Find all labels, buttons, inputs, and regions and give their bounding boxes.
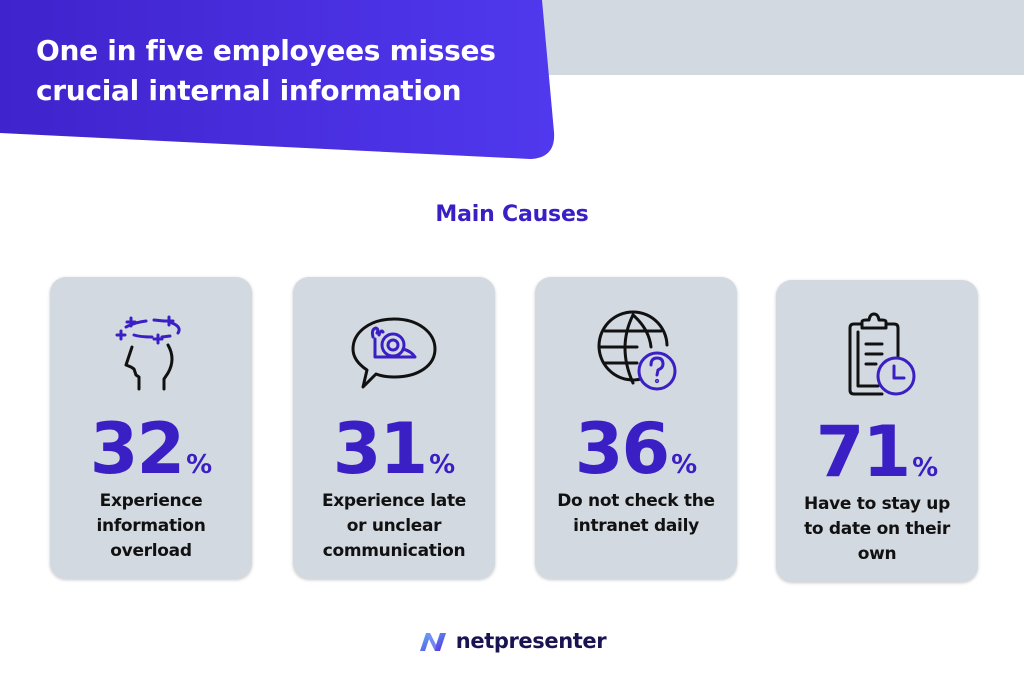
brand-name: netpresenter (455, 629, 607, 653)
stat-number: 32 (89, 408, 185, 490)
stat-card-intranet-check: 36% Do not check the intranet daily (535, 277, 737, 579)
label-line: intranet daily (573, 516, 699, 536)
stat-card-stay-up-to-date: 71% Have to stay up to date on their own (776, 280, 978, 582)
section-title: Main Causes (435, 202, 589, 227)
label-line: Have to stay up (804, 494, 950, 514)
stat-unit: % (912, 453, 939, 483)
banner-shape (0, 0, 555, 159)
label-line: own (857, 544, 897, 564)
clipboard-clock-icon (832, 310, 922, 400)
stat-label: Do not check the intranet daily (543, 489, 729, 539)
label-line: to date on their (804, 519, 950, 539)
stat-value: 71% (776, 412, 978, 492)
title-line-2: crucial internal information (36, 74, 462, 107)
label-line: overload (110, 541, 192, 561)
stat-value: 36% (535, 409, 737, 489)
title-banner: One in five employees misses crucial int… (0, 0, 560, 162)
title-line-1: One in five employees misses (36, 34, 496, 67)
stat-card-information-overload: 32% Experience information overload (50, 277, 252, 579)
stat-value: 32% (50, 409, 252, 489)
label-line: information (96, 516, 206, 536)
stat-label: Experience late or unclear communication (301, 489, 487, 564)
stat-card-late-communication: 31% Experience late or unclear communica… (293, 277, 495, 579)
label-line: Experience (99, 491, 203, 511)
head-overload-icon (106, 307, 196, 397)
label-line: communication (322, 541, 466, 561)
brand-logo: netpresenter (0, 625, 1024, 657)
snail-speech-bubble-icon (349, 307, 439, 397)
stat-value: 31% (293, 409, 495, 489)
page-title: One in five employees misses crucial int… (36, 31, 536, 111)
label-line: or unclear (346, 516, 442, 536)
stat-number: 71 (815, 411, 911, 493)
stat-number: 36 (574, 408, 670, 490)
netpresenter-logo-icon (419, 633, 446, 651)
stat-label: Experience information overload (58, 489, 244, 564)
stat-number: 31 (332, 408, 428, 490)
stat-label: Have to stay up to date on their own (784, 492, 970, 567)
stat-unit: % (186, 450, 213, 480)
stat-unit: % (429, 450, 456, 480)
label-line: Do not check the (557, 491, 715, 511)
globe-question-icon (591, 307, 681, 397)
label-line: Experience late (321, 491, 467, 511)
stat-unit: % (671, 450, 698, 480)
